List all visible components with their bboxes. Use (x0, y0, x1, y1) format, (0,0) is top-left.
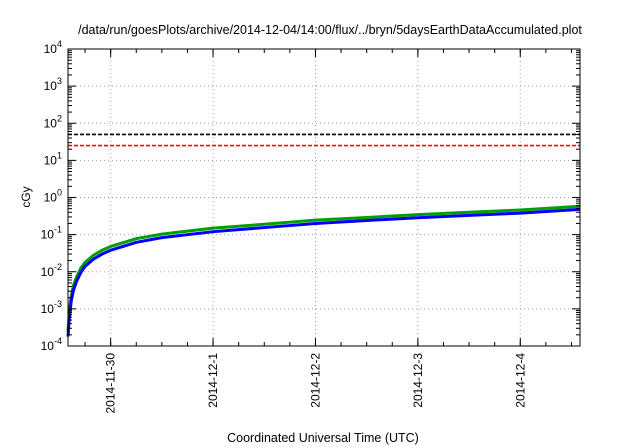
x-axis: 2014-11-30 2014-12-1 2014-12-2 2014-12-3 201… (84, 49, 572, 414)
x-axis-label: Coordinated Universal Time (UTC) (227, 431, 419, 445)
y-tick-label: 104 (44, 39, 62, 56)
y-axis: 10-4 10-3 10-2 10-1 100 101 102 103 104 (41, 39, 580, 353)
reference-lines (68, 133, 580, 147)
y-tick-label: 10-3 (41, 299, 62, 316)
grid (68, 49, 580, 346)
y-tick-label: 103 (44, 76, 62, 93)
data-series (66, 204, 581, 337)
y-tick-label: 102 (44, 113, 62, 130)
x-tick-label: 2014-11-30 (104, 353, 118, 414)
y-tick-label: 100 (44, 188, 62, 205)
x-tick-label: 2014-12-4 (513, 353, 527, 408)
series-line (66, 207, 581, 337)
x-tick-label: 2014-12-1 (206, 353, 220, 408)
y-tick-label: 10-1 (41, 225, 62, 242)
y-tick-label: 101 (44, 150, 62, 167)
chart-title: /data/run/goesPlots/archive/2014-12-04/1… (78, 23, 582, 37)
series-line (66, 204, 581, 332)
y-axis-label: cGy (19, 186, 33, 207)
y-tick-label: 10-4 (41, 336, 62, 353)
x-tick-label: 2014-12-3 (411, 353, 425, 408)
x-tick-label: 2014-12-2 (308, 353, 322, 408)
y-tick-label: 10-2 (41, 262, 62, 279)
